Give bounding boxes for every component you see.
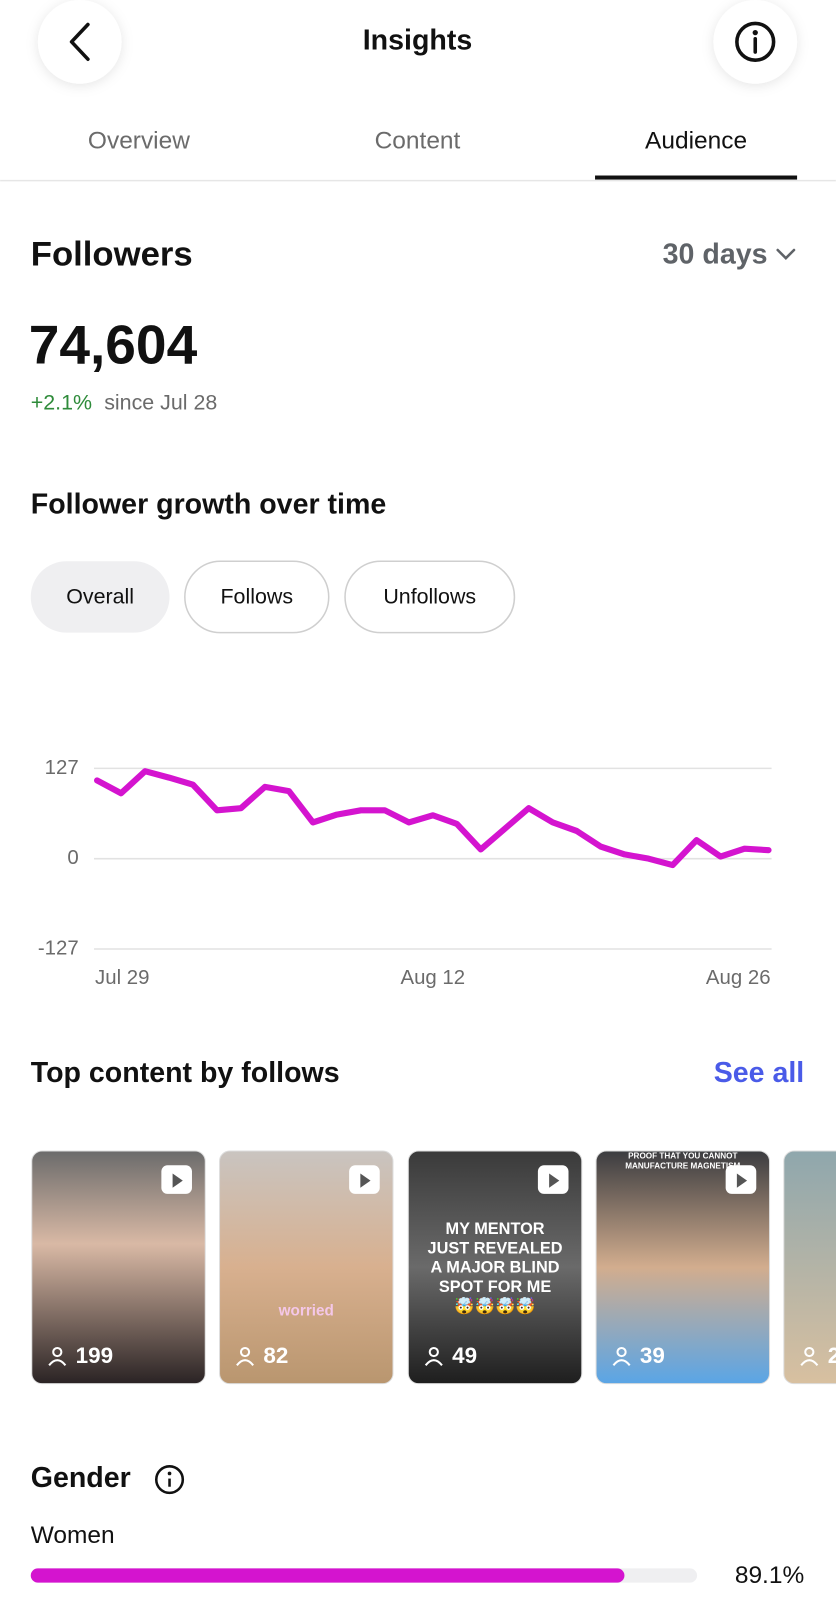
gender-bars: Women 89.1% [30,1522,804,1589]
y-tick-label: -127 [38,937,79,959]
content-thumbnail[interactable]: 199 [31,1150,206,1385]
x-tick-label: Aug 12 [400,967,465,989]
follow-count: 39 [640,1343,665,1368]
follow-icon [804,1346,815,1358]
follow-icon-body [48,1359,67,1366]
thumbnail-image [783,1150,836,1385]
follow-icon-body [800,1359,819,1366]
y-tick-label: 0 [67,847,78,869]
thumbnail-caption: A MAJOR BLIND [431,1259,560,1277]
thumbnail-image [31,1150,206,1385]
filter-label: Unfollows [383,585,476,609]
follow-icon [428,1346,439,1358]
tab[interactable]: Audience [645,127,747,154]
info-icon [735,21,776,62]
section-title: Follower growth over time [31,489,386,521]
filter-pill[interactable] [344,560,516,634]
thumbnail-image [407,1150,583,1385]
thumbnail-caption: MANUFACTURE MAGNETISM [625,1161,740,1170]
thumbnail-caption: worried [278,1302,334,1319]
filter-pills: Overall Follows Unfollows [30,560,516,634]
x-tick-label: Aug 26 [706,967,771,989]
follow-count: 49 [452,1343,477,1368]
reel-icon-play [549,1173,560,1188]
reel-icon-play [172,1173,183,1188]
follow-count: 199 [76,1343,113,1368]
follow-icon [52,1346,63,1358]
reel-icon-play [360,1173,371,1188]
thumbnail-caption: PROOF THAT YOU CANNOT [628,1151,737,1160]
section-title: Top content by follows [31,1057,340,1089]
tab-bar: Overview Content Audience [88,127,798,180]
thumbnail-caption: SPOT FOR ME [439,1278,551,1296]
follower-count: 74,604 [29,314,198,376]
data-line [94,768,772,869]
page-title: Insights [363,24,473,56]
follow-icon-body [612,1359,631,1366]
filter-label: Overall [66,585,134,609]
tab[interactable]: Content [375,127,461,154]
bar [30,1568,625,1583]
filter-label: Follows [220,585,293,609]
follow-icon-body [236,1359,255,1366]
y-tick-label: 127 [45,757,79,779]
change: +2.1% [31,391,92,415]
dropdown-icon [776,248,796,260]
tab[interactable]: Overview [88,127,190,154]
thumbnail-image [219,1150,394,1385]
follow-count: 82 [263,1343,288,1368]
thumbnail-image [595,1150,771,1385]
bar-value: 89.1% [735,1562,804,1589]
follow-icon-body [424,1359,443,1366]
follow-count: 2 [828,1343,836,1368]
content-thumbnail[interactable]: worried 82 [219,1150,394,1385]
see-all-link[interactable]: See all [714,1057,805,1089]
back-icon [69,22,90,61]
period-selector[interactable]: 30 days [663,239,768,271]
back-button[interactable] [37,0,122,84]
content-thumbnail[interactable]: 2 [783,1150,836,1385]
section-title: Gender [31,1462,131,1494]
thumbnail-caption: MY MENTOR [445,1220,544,1238]
section-title: Followers [31,235,193,273]
follow-icon [239,1346,251,1358]
x-tick-label: Jul 29 [95,967,149,989]
follow-icon [616,1346,627,1358]
info-icon[interactable] [154,1465,185,1495]
reel-icon-play [736,1173,748,1188]
line-chart: -127 0 127 Jul 29 Aug 12 Aug 26 [38,757,772,989]
info-icon-dot [752,30,758,36]
thumbnail-caption: 🤯🤯🤯🤯 [454,1296,535,1315]
filter-pill[interactable] [30,561,170,633]
info-icon-dot [167,1471,172,1476]
since: since Jul 28 [104,391,217,415]
tab-underline [595,175,798,180]
thumbnail-caption: JUST REVEALED [428,1239,563,1257]
gender-label: Women [31,1522,115,1549]
filter-pill[interactable] [184,560,330,634]
